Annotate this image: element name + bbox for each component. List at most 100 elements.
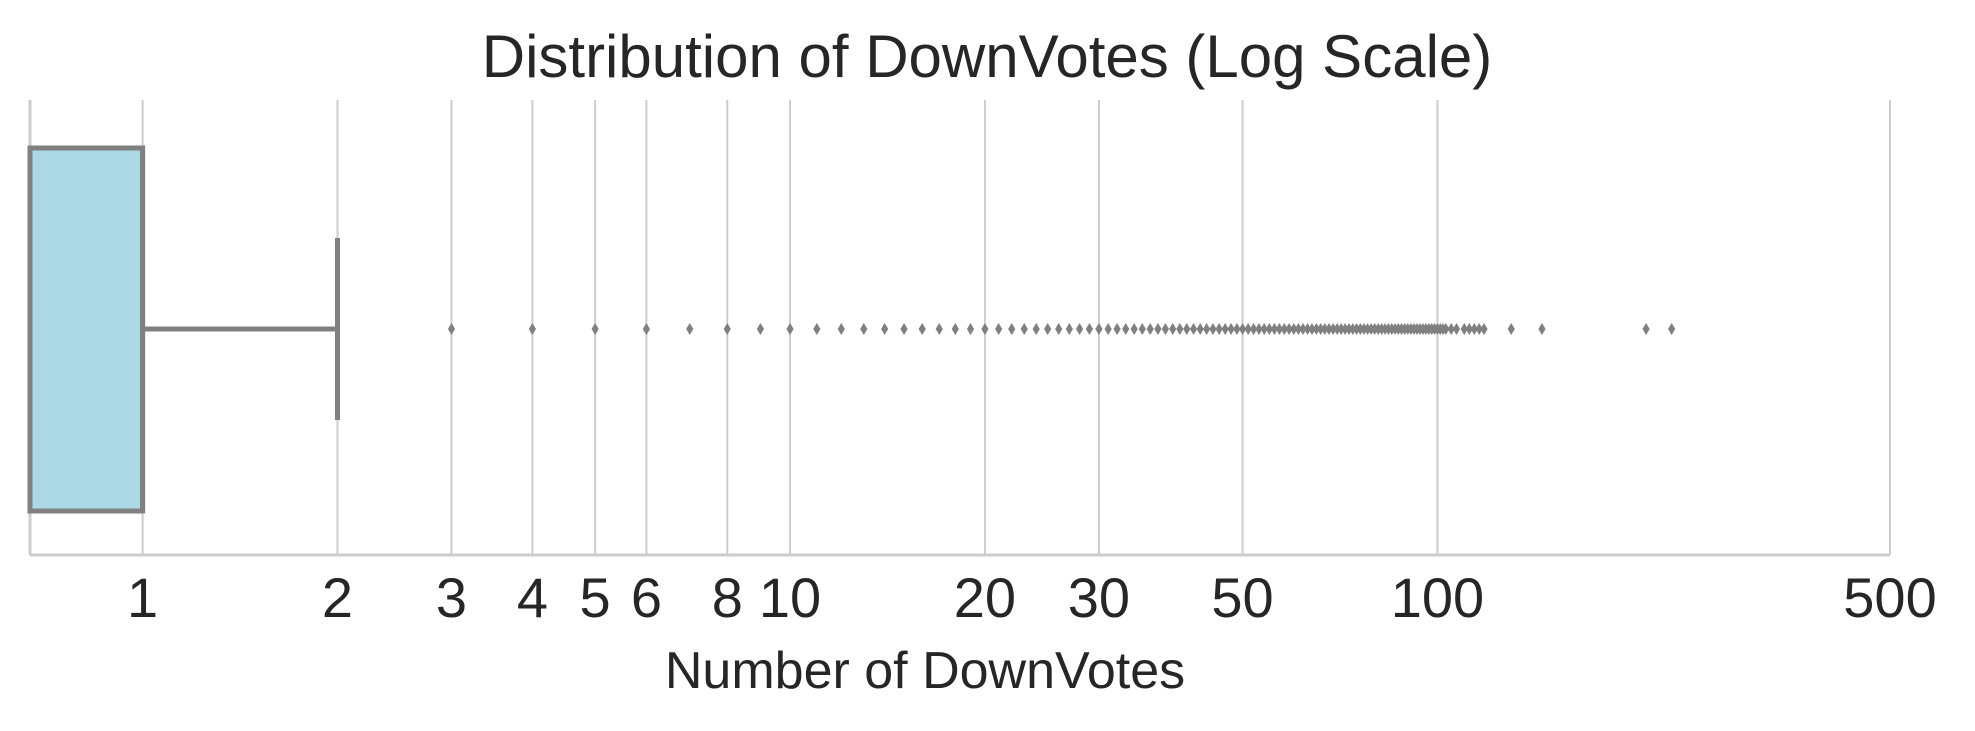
x-tick-label-100: 100 bbox=[1391, 566, 1484, 629]
outlier-point bbox=[1333, 323, 1341, 335]
box-rect bbox=[27, 145, 146, 514]
outlier-point bbox=[900, 323, 908, 335]
outlier-point bbox=[1447, 323, 1455, 335]
outlier-point bbox=[1215, 323, 1223, 335]
outlier-point bbox=[1308, 323, 1316, 335]
outlier-point bbox=[723, 323, 731, 335]
outlier-point bbox=[1642, 323, 1650, 335]
outlier-point bbox=[1161, 323, 1170, 335]
outlier-point bbox=[1275, 323, 1284, 335]
outlier-point bbox=[1465, 323, 1473, 335]
outlier-point bbox=[1442, 323, 1450, 335]
outlier-point bbox=[1146, 323, 1154, 335]
outlier-point bbox=[1008, 323, 1016, 335]
x-tick-label-8: 8 bbox=[712, 566, 743, 629]
outlier-point bbox=[1480, 323, 1488, 335]
outlier-point bbox=[1255, 323, 1263, 335]
outlier-point bbox=[1238, 323, 1247, 335]
outlier-point bbox=[1020, 323, 1028, 335]
x-tick-label-4: 4 bbox=[517, 566, 548, 629]
box-plot bbox=[27, 145, 341, 514]
outlier-point bbox=[1233, 323, 1241, 335]
outlier-point bbox=[642, 323, 651, 335]
outlier-point bbox=[1032, 323, 1040, 335]
outlier-point bbox=[860, 323, 868, 335]
outlier-point bbox=[881, 323, 889, 335]
outlier-point bbox=[837, 323, 845, 335]
x-tick-label-50: 50 bbox=[1211, 566, 1273, 629]
outlier-point bbox=[1189, 323, 1198, 335]
outlier-point bbox=[1104, 323, 1112, 335]
outlier-point bbox=[1325, 323, 1333, 335]
outlier-point bbox=[1075, 323, 1084, 335]
outlier-point bbox=[1113, 323, 1121, 335]
outlier-point bbox=[1303, 323, 1312, 335]
outlier-point bbox=[1345, 323, 1353, 335]
grid-lines bbox=[141, 100, 1891, 555]
outlier-point bbox=[1668, 323, 1676, 335]
chart-title: Distribution of DownVotes (Log Scale) bbox=[482, 23, 1493, 90]
outlier-point bbox=[1154, 323, 1162, 335]
x-tick-labels: 1 2 3 4 5 6 8 10 20 30 50 100 500 bbox=[127, 566, 1937, 629]
x-axis-label: Number of DownVotes bbox=[665, 642, 1185, 700]
outlier-point bbox=[1280, 323, 1288, 335]
outlier-point bbox=[1460, 323, 1468, 335]
outlier-point bbox=[528, 323, 536, 335]
outlier-point bbox=[786, 323, 794, 335]
outlier-point bbox=[1317, 323, 1325, 335]
outlier-point bbox=[935, 323, 943, 335]
outlier-point bbox=[1341, 323, 1349, 335]
outlier-point bbox=[1227, 323, 1235, 335]
outlier-point bbox=[1249, 323, 1258, 335]
outlier-point bbox=[1176, 323, 1184, 335]
outlier-point bbox=[686, 323, 694, 335]
outlier-point bbox=[1183, 323, 1191, 335]
x-tick-label-10: 10 bbox=[759, 566, 821, 629]
outlier-point bbox=[1130, 323, 1138, 335]
outlier-point bbox=[1196, 323, 1204, 335]
outlier-point bbox=[1203, 323, 1211, 335]
outlier-point bbox=[1356, 323, 1364, 335]
outlier-point bbox=[1349, 323, 1357, 335]
outlier-points bbox=[447, 323, 1676, 335]
outlier-point bbox=[1329, 323, 1337, 335]
x-tick-label-30: 30 bbox=[1068, 566, 1130, 629]
outlier-point bbox=[1321, 323, 1329, 335]
outlier-point bbox=[591, 323, 599, 335]
outlier-point bbox=[1209, 323, 1217, 335]
outlier-point bbox=[918, 323, 926, 335]
outlier-point bbox=[1285, 323, 1293, 335]
outlier-point bbox=[1299, 323, 1307, 335]
x-tick-label-500: 500 bbox=[1843, 566, 1936, 629]
x-tick-label-6: 6 bbox=[631, 566, 662, 629]
outlier-point bbox=[1360, 323, 1368, 335]
outlier-point bbox=[1044, 323, 1052, 335]
outlier-point bbox=[1265, 323, 1273, 335]
outlier-point bbox=[1452, 323, 1461, 335]
outlier-point bbox=[813, 323, 821, 335]
outlier-point bbox=[1095, 323, 1103, 335]
outlier-point bbox=[1085, 323, 1094, 335]
outlier-point bbox=[995, 323, 1003, 335]
x-tick-label-1: 1 bbox=[127, 566, 158, 629]
outlier-point bbox=[1337, 323, 1345, 335]
outlier-point bbox=[1475, 323, 1483, 335]
outlier-point bbox=[1169, 323, 1177, 335]
outlier-point bbox=[966, 323, 975, 335]
outlier-point bbox=[1270, 323, 1279, 335]
outlier-point bbox=[1470, 323, 1478, 335]
outlier-point bbox=[1312, 323, 1320, 335]
outlier-point bbox=[447, 323, 456, 335]
outlier-point bbox=[1260, 323, 1268, 335]
outlier-point bbox=[1122, 323, 1130, 335]
outlier-point bbox=[951, 323, 959, 335]
outlier-point bbox=[1290, 323, 1298, 335]
x-tick-label-2: 2 bbox=[322, 566, 353, 629]
outlier-point bbox=[1507, 323, 1515, 335]
outlier-point bbox=[1352, 323, 1361, 335]
outlier-point bbox=[1538, 323, 1546, 335]
outlier-point bbox=[1065, 323, 1073, 335]
outlier-point bbox=[756, 323, 765, 335]
x-tick-label-5: 5 bbox=[580, 566, 611, 629]
